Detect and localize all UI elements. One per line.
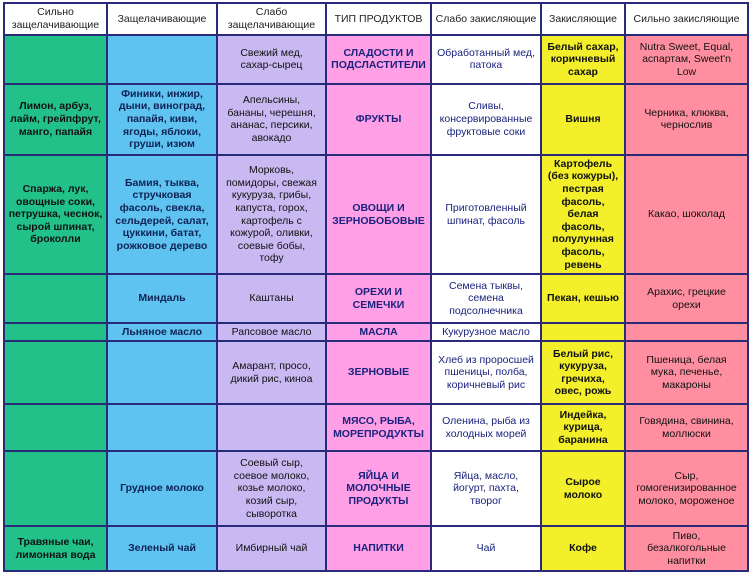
- cell-eggs-dairy-acidifying: Сырое молоко: [540, 450, 626, 528]
- cell-grains-product-type: ЗЕРНОВЫЕ: [325, 340, 432, 406]
- cell-beverages-strongly-acidifying: Пиво, безалкогольные напитки: [624, 525, 749, 572]
- cell-fruits-acidifying: Вишня: [540, 82, 626, 156]
- cell-beverages-strongly-alkalizing: Травяные чаи, лимонная вода: [3, 525, 108, 572]
- cell-vegetables-legumes-weakly-acidifying: Приготовленный шпинат, фасоль: [430, 153, 542, 276]
- cell-nuts-seeds-product-type: ОРЕХИ И СЕМЕЧКИ: [325, 273, 432, 324]
- table-row-eggs-dairy: Грудное молоко Соевый сыр, соевое молоко,…: [3, 450, 749, 528]
- cell-meat-fish-seafood-weakly-alkalizing: [216, 403, 327, 453]
- header-row: Сильно защелачивающие Защелачивающие Сла…: [3, 2, 749, 36]
- cell-beverages-weakly-alkalizing: Имбирный чай: [216, 525, 327, 572]
- cell-grains-alkalizing: [106, 340, 218, 406]
- cell-oils-alkalizing: Льняное масло: [106, 321, 218, 343]
- cell-sweeteners-alkalizing: [106, 34, 218, 85]
- cell-fruits-product-type: ФРУКТЫ: [325, 82, 432, 156]
- cell-grains-weakly-alkalizing: Амарант, просо, дикий рис, киноа: [216, 340, 327, 406]
- header-strongly-alkalizing: Сильно защелачивающие: [3, 2, 108, 36]
- cell-grains-strongly-acidifying: Пшеница, белая мука, печенье, макароны: [624, 340, 749, 406]
- cell-grains-strongly-alkalizing: [3, 340, 108, 406]
- cell-vegetables-legumes-weakly-alkalizing: Морковь, помидоры, свежая кукуруза, гриб…: [216, 153, 327, 276]
- cell-meat-fish-seafood-strongly-acidifying: Говядина, свинина, моллюски: [624, 403, 749, 453]
- header-weakly-alkalizing: Слабо защелачивающие: [216, 2, 327, 36]
- table-row-meat-fish-seafood: МЯСО, РЫБА, МОРЕПРОДУКТЫ Оленина, рыба из…: [3, 403, 749, 453]
- cell-fruits-alkalizing: Финики, инжир, дыни, виноград, папайя, к…: [106, 82, 218, 156]
- cell-grains-weakly-acidifying: Хлеб из проросшей пшеницы, полба, коричн…: [430, 340, 542, 406]
- cell-vegetables-legumes-product-type: ОВОЩИ И ЗЕРНОБОБОВЫЕ: [325, 153, 432, 276]
- cell-meat-fish-seafood-strongly-alkalizing: [3, 403, 108, 453]
- cell-fruits-weakly-acidifying: Сливы, консервированные фруктовые соки: [430, 82, 542, 156]
- cell-eggs-dairy-strongly-acidifying: Сыр, гомогенизированное молоко, морожено…: [624, 450, 749, 528]
- cell-fruits-strongly-alkalizing: Лимон, арбуз, лайм, грейпфрут, манго, па…: [3, 82, 108, 156]
- cell-fruits-strongly-acidifying: Черника, клюква, чернослив: [624, 82, 749, 156]
- table-row-sweeteners: Свежий мед, сахар-сырец СЛАДОСТИ И ПОДСЛА…: [3, 34, 749, 85]
- cell-fruits-weakly-alkalizing: Апельсины, бананы, черешня, ананас, перс…: [216, 82, 327, 156]
- cell-eggs-dairy-weakly-acidifying: Яйца, масло, йогурт, пахта, творог: [430, 450, 542, 528]
- cell-nuts-seeds-alkalizing: Миндаль: [106, 273, 218, 324]
- cell-nuts-seeds-weakly-alkalizing: Каштаны: [216, 273, 327, 324]
- cell-nuts-seeds-strongly-acidifying: Арахис, грецкие орехи: [624, 273, 749, 324]
- cell-beverages-alkalizing: Зеленый чай: [106, 525, 218, 572]
- header-alkalizing: Защелачивающие: [106, 2, 218, 36]
- cell-oils-weakly-alkalizing: Рапсовое масло: [216, 321, 327, 343]
- cell-meat-fish-seafood-product-type: МЯСО, РЫБА, МОРЕПРОДУКТЫ: [325, 403, 432, 453]
- cell-sweeteners-acidifying: Белый сахар, коричневый сахар: [540, 34, 626, 85]
- cell-sweeteners-weakly-acidifying: Обработанный мед, патока: [430, 34, 542, 85]
- cell-meat-fish-seafood-alkalizing: [106, 403, 218, 453]
- cell-sweeteners-strongly-alkalizing: [3, 34, 108, 85]
- cell-vegetables-legumes-alkalizing: Бамия, тыква, стручковая фасоль, свекла,…: [106, 153, 218, 276]
- cell-nuts-seeds-weakly-acidifying: Семена тыквы, семена подсолнечника: [430, 273, 542, 324]
- header-strongly-acidifying: Сильно закисляющие: [624, 2, 749, 36]
- table-row-fruits: Лимон, арбуз, лайм, грейпфрут, манго, па…: [3, 82, 749, 156]
- cell-sweeteners-weakly-alkalizing: Свежий мед, сахар-сырец: [216, 34, 327, 85]
- cell-vegetables-legumes-strongly-acidifying: Какао, шоколад: [624, 153, 749, 276]
- cell-oils-product-type: МАСЛА: [325, 321, 432, 343]
- table-row-vegetables-legumes: Спаржа, лук, овощные соки, петрушка, чес…: [3, 153, 749, 276]
- cell-oils-weakly-acidifying: Кукурузное масло: [430, 321, 542, 343]
- header-acidifying: Закисляющие: [540, 2, 626, 36]
- cell-oils-strongly-alkalizing: [3, 321, 108, 343]
- acid-alkaline-food-table: Сильно защелачивающие Защелачивающие Сла…: [3, 2, 749, 572]
- acid-alkaline-table-wrap: Сильно защелачивающие Защелачивающие Сла…: [3, 2, 749, 572]
- cell-meat-fish-seafood-weakly-acidifying: Оленина, рыба из холодных морей: [430, 403, 542, 453]
- cell-nuts-seeds-acidifying: Пекан, кешью: [540, 273, 626, 324]
- cell-nuts-seeds-strongly-alkalizing: [3, 273, 108, 324]
- table-row-grains: Амарант, просо, дикий рис, киноа ЗЕРНОВЫЕ…: [3, 340, 749, 406]
- table-row-nuts-seeds: Миндаль Каштаны ОРЕХИ И СЕМЕЧКИ Семена тыкв…: [3, 273, 749, 324]
- cell-vegetables-legumes-strongly-alkalizing: Спаржа, лук, овощные соки, петрушка, чес…: [3, 153, 108, 276]
- cell-sweeteners-strongly-acidifying: Nutra Sweet, Equal, аспартам, Sweet'n Lo…: [624, 34, 749, 85]
- cell-sweeteners-product-type: СЛАДОСТИ И ПОДСЛАСТИТЕЛИ: [325, 34, 432, 85]
- cell-vegetables-legumes-acidifying: Картофель (без кожуры), пестрая фасоль, …: [540, 153, 626, 276]
- cell-beverages-weakly-acidifying: Чай: [430, 525, 542, 572]
- cell-beverages-product-type: НАПИТКИ: [325, 525, 432, 572]
- cell-meat-fish-seafood-acidifying: Индейка, курица, баранина: [540, 403, 626, 453]
- cell-oils-strongly-acidifying: [624, 321, 749, 343]
- header-weakly-acidifying: Слабо закисляющие: [430, 2, 542, 36]
- cell-grains-acidifying: Белый рис, кукуруза, гречиха, овес, рожь: [540, 340, 626, 406]
- table-row-beverages: Травяные чаи, лимонная вода Зеленый чай Им…: [3, 525, 749, 572]
- cell-eggs-dairy-product-type: ЯЙЦА И МОЛОЧНЫЕ ПРОДУКТЫ: [325, 450, 432, 528]
- cell-eggs-dairy-alkalizing: Грудное молоко: [106, 450, 218, 528]
- header-product-type: ТИП ПРОДУКТОВ: [325, 2, 432, 36]
- cell-oils-acidifying: [540, 321, 626, 343]
- cell-eggs-dairy-strongly-alkalizing: [3, 450, 108, 528]
- table-row-oils: Льняное масло Рапсовое масло МАСЛА Кукурузн…: [3, 321, 749, 343]
- cell-beverages-acidifying: Кофе: [540, 525, 626, 572]
- cell-eggs-dairy-weakly-alkalizing: Соевый сыр, соевое молоко, козье молоко,…: [216, 450, 327, 528]
